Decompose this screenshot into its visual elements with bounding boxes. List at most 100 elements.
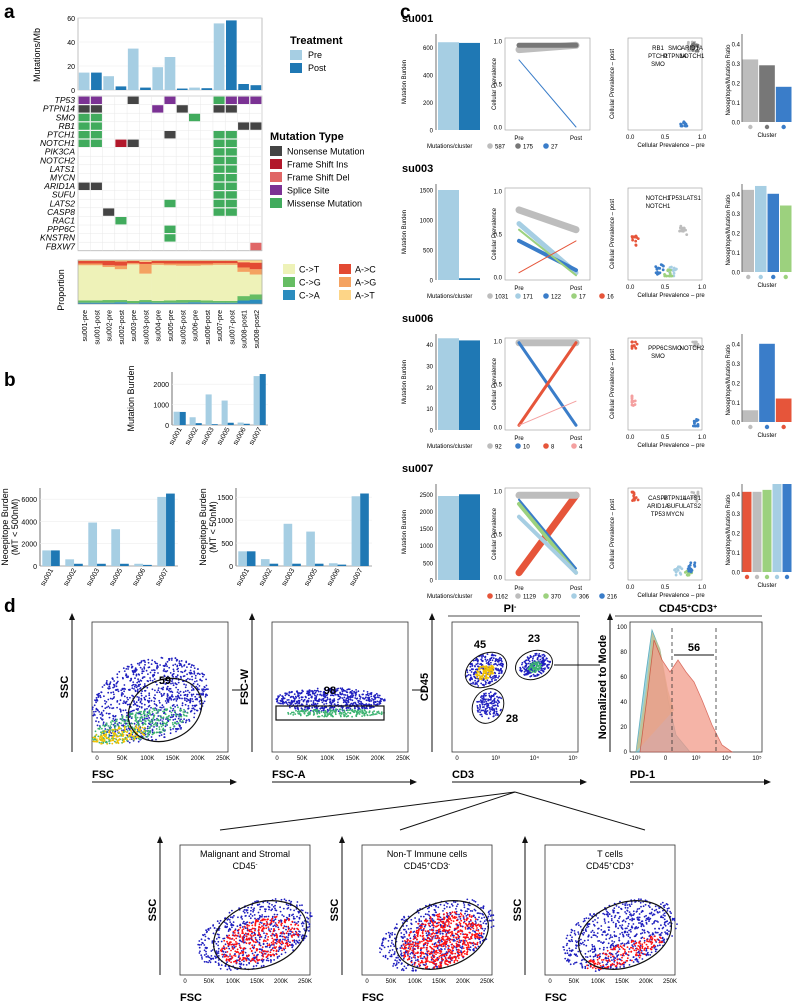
flow-event [178, 719, 181, 722]
flow-event [101, 705, 104, 708]
flow-event [141, 726, 144, 729]
flow-event [133, 685, 136, 688]
flow-event [542, 656, 544, 659]
flow-event [143, 719, 146, 721]
flow-event [532, 669, 535, 671]
flow-event [115, 689, 118, 691]
flow-event [137, 711, 140, 714]
bottom-title-2: CD45- [232, 861, 257, 871]
flow-event [188, 691, 191, 694]
flow-event [175, 723, 178, 725]
flow-event [500, 708, 502, 711]
flow-event [225, 955, 227, 958]
flow-event [159, 730, 161, 733]
flow-event [541, 654, 544, 656]
flow-event [96, 740, 99, 742]
flow-event [373, 710, 375, 712]
flow-event [123, 684, 126, 686]
flow-event [185, 714, 188, 717]
flow-event [218, 963, 220, 966]
flow-event [471, 668, 473, 670]
flow-event [231, 934, 234, 937]
flow-event [112, 715, 115, 718]
flow-event [192, 682, 195, 685]
flow-event [262, 964, 265, 967]
flow-event [323, 703, 325, 705]
gate-header-pi: PI- [504, 603, 517, 615]
flow-event [173, 725, 175, 728]
mutation-cell [152, 105, 164, 113]
cluster-count: 306 [579, 595, 590, 601]
proportion-segment [176, 265, 189, 301]
flow-event [249, 917, 252, 920]
flow-event [196, 693, 198, 696]
flow-event [286, 930, 289, 933]
flow-event [337, 701, 339, 704]
flow-event [331, 711, 334, 714]
flow-xtick: 10⁵ [568, 755, 578, 762]
flow-event [146, 711, 149, 714]
flow-event [321, 701, 324, 704]
flow-event [140, 660, 143, 663]
flow-event [272, 905, 275, 908]
flow-event [487, 699, 490, 702]
flow-event [137, 727, 140, 730]
flow-event [268, 906, 271, 909]
flow-event [288, 694, 291, 697]
flow-event [322, 711, 325, 714]
flow-event [159, 706, 162, 709]
flow-event [115, 720, 118, 722]
flow-event [185, 660, 188, 663]
flow-event [113, 693, 115, 696]
flow-event [96, 717, 98, 719]
flow-event [126, 703, 129, 706]
scatter-point [688, 46, 692, 50]
flow-event [92, 714, 95, 717]
flow-xlabel: FSC [362, 992, 384, 1002]
flow-event [298, 930, 300, 933]
flow-event [147, 666, 150, 669]
proportion-segment [176, 260, 189, 261]
flow-event [132, 673, 135, 676]
flow-event [279, 694, 282, 696]
flow-event [175, 695, 177, 698]
flow-event [484, 666, 486, 668]
flow-event [109, 681, 112, 683]
flow-event [202, 702, 205, 705]
flow-event [135, 673, 138, 676]
bar-ytick: 1000 [153, 403, 169, 410]
flow-event [116, 676, 119, 679]
flow-event [108, 731, 111, 734]
flow-event [298, 917, 301, 920]
flow-event [285, 932, 288, 935]
flow-event [180, 715, 183, 718]
flow-event [275, 946, 278, 948]
flow-event [190, 666, 193, 668]
flow-event [286, 703, 289, 706]
flow-event [161, 722, 164, 725]
scatter-point [686, 48, 690, 52]
flow-event [295, 943, 297, 945]
flow-event [253, 927, 256, 930]
burden-bar-post [459, 278, 480, 280]
bar-post [97, 563, 106, 566]
scatter-point [685, 233, 689, 237]
flow-event [193, 667, 196, 669]
mutation-cell [213, 96, 225, 104]
flow-event [265, 920, 268, 923]
hist-ytick: 100 [617, 625, 628, 631]
flow-event [104, 707, 107, 710]
proportion-segment [78, 300, 91, 303]
flow-event [306, 912, 309, 914]
proportion-segment [114, 302, 128, 304]
flow-event [274, 916, 276, 919]
flow-event [169, 710, 171, 713]
flow-event [376, 700, 379, 703]
scatter-xtick: 1.0 [698, 135, 707, 141]
flow-event [180, 664, 183, 666]
flow-event [341, 706, 344, 709]
flow-event [282, 907, 285, 910]
ratio-tick: 0.4 [732, 492, 741, 498]
flow-event [116, 706, 118, 709]
flow-event [485, 700, 488, 703]
